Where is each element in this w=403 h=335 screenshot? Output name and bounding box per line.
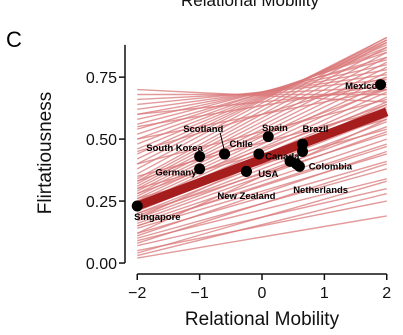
x-axis-title: Relational Mobility — [185, 309, 340, 330]
posterior-line — [137, 215, 387, 259]
y-tick-label: 0.75 — [86, 70, 117, 87]
point-label: Mexico — [345, 81, 377, 92]
posterior-line — [136, 71, 388, 195]
label-leader-line — [219, 132, 226, 152]
posterior-line — [136, 41, 388, 155]
posterior-line — [136, 66, 388, 192]
point-label: New Zealand — [217, 191, 275, 202]
posterior-line — [136, 116, 388, 215]
point — [290, 158, 302, 170]
posterior-line — [136, 126, 388, 220]
point-label: Spain — [262, 123, 288, 134]
point-label: Scotland — [183, 124, 223, 135]
y-axis-title: Flirtatiousness — [35, 92, 56, 215]
point-south-korea — [194, 150, 206, 162]
y-tick-label: 0.25 — [86, 194, 117, 211]
x-tick-label: 1 — [320, 285, 329, 302]
mean-regression-line — [135, 107, 389, 211]
posterior-line — [137, 150, 387, 237]
posterior-line — [137, 88, 387, 140]
posterior-line — [136, 36, 388, 165]
point-usa — [240, 165, 252, 177]
posterior-line — [137, 78, 387, 106]
posterior-line — [136, 88, 388, 182]
point-germany — [194, 163, 206, 175]
x-tick-label: 0 — [258, 285, 267, 302]
y-tick-label: 0.50 — [86, 132, 117, 149]
posterior-line — [137, 200, 387, 252]
posterior-line — [137, 192, 387, 257]
top-title: Relational Mobility — [181, 0, 319, 10]
posterior-line — [137, 143, 387, 227]
posterior-line — [137, 98, 387, 165]
point-canada — [253, 148, 265, 160]
point-label: Chile — [230, 139, 253, 150]
panel-letter: C — [6, 27, 22, 52]
posterior-line — [137, 180, 387, 254]
plot-area: Singapore Germany South Korea Scotland Chile… — [131, 36, 389, 259]
posterior-line — [137, 88, 387, 103]
posterior-line — [136, 86, 388, 202]
point-labels: Singapore Germany South Korea Scotland Chile… — [134, 81, 377, 223]
point-label: Germany — [155, 168, 197, 179]
point-label: Canada — [265, 151, 300, 162]
point-label: Singapore — [134, 212, 180, 223]
posterior-line — [137, 138, 387, 225]
mean-line-group — [135, 107, 389, 211]
point-chile — [219, 148, 231, 160]
y-tick-label: 0.00 — [86, 256, 117, 273]
x-tick-label: −1 — [190, 285, 208, 302]
posterior-line — [137, 103, 387, 195]
point-spain — [262, 131, 274, 143]
x-tick-label: −2 — [128, 285, 146, 302]
point-label: USA — [258, 169, 278, 180]
point-mexico — [375, 79, 387, 91]
posterior-line — [136, 76, 388, 197]
x-tick-label: 2 — [382, 285, 391, 302]
x-ticks: −2 −1 0 1 2 — [128, 274, 391, 302]
posterior-line — [137, 83, 387, 128]
posterior-line — [137, 163, 387, 244]
posterior-line — [137, 153, 387, 230]
posterior-line — [137, 108, 387, 177]
point — [297, 146, 309, 157]
posterior-line — [136, 118, 388, 234]
posterior-line — [136, 44, 388, 150]
posterior-line — [137, 88, 387, 116]
point-singapore — [131, 200, 143, 212]
point-label: Netherlands — [293, 185, 348, 196]
data-points — [131, 79, 387, 212]
point-label: Colombia — [309, 161, 353, 172]
posterior-line — [137, 133, 387, 215]
point-label: Brazil — [303, 124, 329, 135]
y-ticks: 0.00 0.25 0.50 0.75 — [86, 70, 125, 273]
point-label: South Korea — [146, 143, 203, 154]
